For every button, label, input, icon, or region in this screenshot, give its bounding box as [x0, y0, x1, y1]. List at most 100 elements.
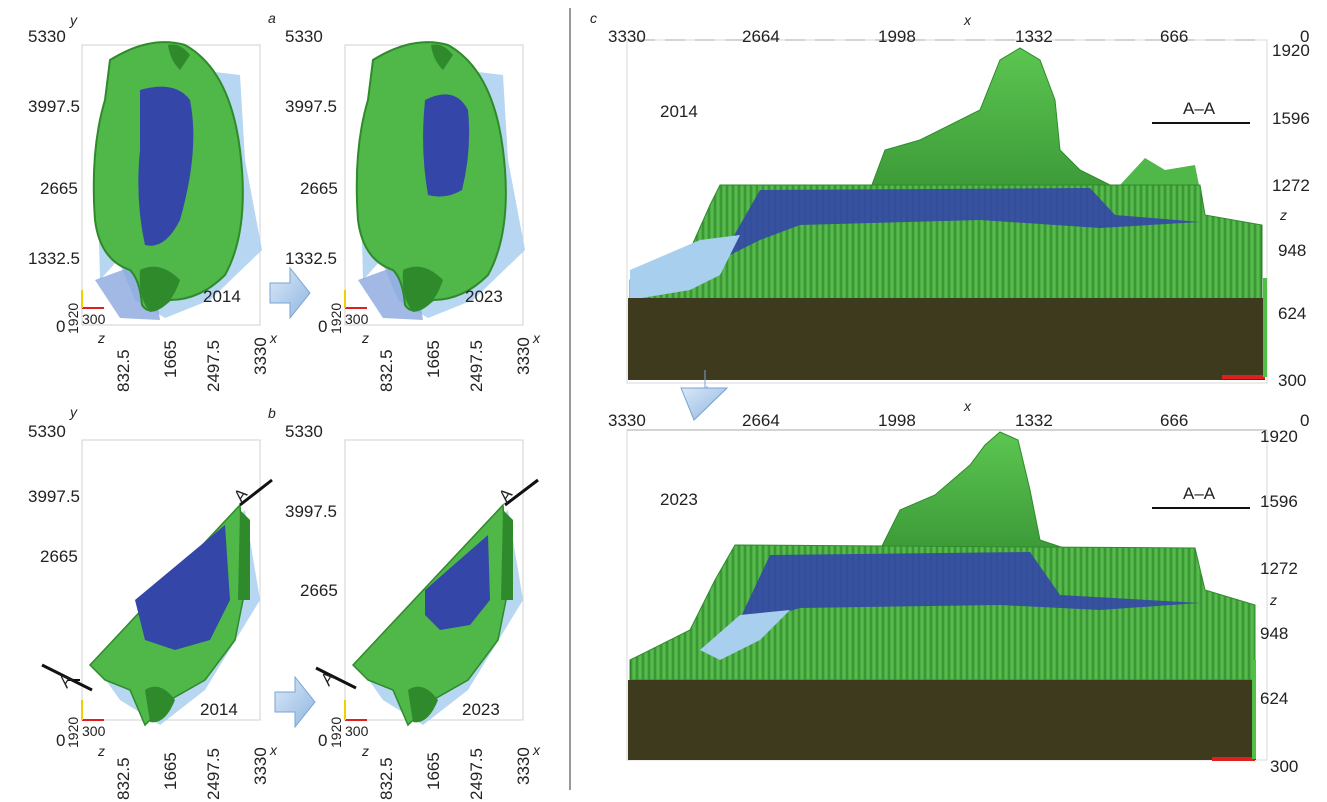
- panel-a-2023-z-tick: 1920: [328, 302, 344, 334]
- panel-c-2023-x-tick: 0: [1300, 411, 1310, 430]
- panel-b-2014-x-tick: 3330: [251, 747, 270, 785]
- panel-b-2014-y-tick: 0: [56, 731, 66, 750]
- panel-b-2014-x-tick: 832.5: [114, 757, 133, 800]
- panel-c-2014-x-tick: 1332: [1015, 27, 1053, 46]
- panel-a-2023-map: [344, 41, 525, 326]
- panel-a-2014-y-tick: 0: [56, 317, 66, 336]
- panel-c-2023-x-tick: 3330: [608, 411, 646, 430]
- panel-c-2023-x-axis-label: x: [964, 398, 971, 414]
- panel-b-2023-x-tick: 2497.5: [467, 748, 486, 800]
- panel-c-year-2014: 2014: [660, 102, 698, 121]
- panel-a-2023-z-axis-label: z: [362, 330, 369, 346]
- panel-a-2023-y-tick: 1332.5: [285, 249, 337, 268]
- panel-a-2014-z-tick: 300: [82, 311, 106, 327]
- panel-b-2023-z-tick: 1920: [328, 716, 344, 748]
- panel-b-2023-y-tick: 5330: [285, 422, 323, 441]
- panel-c-2014-x-axis-label: x: [964, 12, 971, 28]
- panel-a-2023-x-tick: 2497.5: [467, 340, 486, 392]
- panel-a-y-axis-label: y: [70, 12, 77, 28]
- panel-b-2023-y-tick: 0: [318, 731, 328, 750]
- panel-b-2014-z-axis-label: z: [98, 743, 105, 759]
- panel-c-2023-z-tick: 948: [1260, 624, 1289, 643]
- panel-b-2014-x-tick: 1665: [161, 752, 180, 790]
- panel-a-2014-x-tick: 2497.5: [204, 340, 223, 392]
- panel-c-2014-x-tick: 2664: [742, 27, 780, 46]
- panel-a-2023-x-axis-label: x: [533, 330, 540, 346]
- panel-c-2014-z-axis-label: z: [1280, 207, 1287, 223]
- panel-a-2014-map: [81, 41, 262, 326]
- panel-b-2023-x-tick: 3330: [514, 747, 533, 785]
- panel-b-2014-y-tick: 2665: [40, 547, 78, 566]
- panel-a-2023-x-tick: 832.5: [377, 349, 396, 392]
- panel-a-2014-y-tick: 5330: [28, 27, 66, 46]
- panel-b-2014-y-tick: 3997.5: [28, 487, 80, 506]
- panel-b-2023-x-tick: 832.5: [377, 757, 396, 800]
- panel-b-2023-map: [315, 439, 539, 727]
- panel-c-letter: c: [590, 10, 597, 26]
- panel-a-2023-x-tick: 3330: [514, 337, 533, 375]
- panel-c-2023-z-tick: 1920: [1260, 427, 1298, 446]
- panel-a-letter: a: [268, 10, 276, 26]
- panel-b-letter: b: [268, 405, 276, 421]
- panel-b-year-2023: 2023: [462, 700, 500, 719]
- panel-c-2014-z-tick: 1596: [1272, 109, 1310, 128]
- arrow-b-icon: [274, 675, 316, 729]
- panel-c-2014-z-tick: 624: [1278, 304, 1307, 323]
- panel-b-2023-z-tick: 300: [345, 723, 369, 739]
- panel-c-2023-section-label: A–A: [1183, 484, 1216, 503]
- panel-a-2023-z-tick: 300: [345, 311, 369, 327]
- panel-b-y-axis-label: y: [70, 404, 77, 420]
- panel-c-2023-x-tick: 1998: [878, 411, 916, 430]
- panel-c-2023-x-tick: 666: [1160, 411, 1189, 430]
- panel-c-2023-z-tick: 624: [1260, 689, 1289, 708]
- panel-a-2023-y-tick: 5330: [285, 27, 323, 46]
- panel-b-2014-y-tick: 5330: [28, 422, 66, 441]
- panel-c-2023-z-tick: 300: [1270, 757, 1299, 776]
- panel-a-2023-y-tick: 3997.5: [285, 97, 337, 116]
- panel-c-2014-z-tick: 1920: [1272, 41, 1310, 60]
- panel-c-2023-x-tick: 2664: [742, 411, 780, 430]
- panel-c-2014-section: [626, 39, 1268, 384]
- panel-a-2014-x-tick: 832.5: [114, 349, 133, 392]
- panel-c-2023-z-axis-label: z: [1270, 592, 1277, 608]
- panel-b-2023-x-tick: 1665: [424, 752, 443, 790]
- panel-a-2014-x-tick: 3330: [251, 337, 270, 375]
- panel-a-2023-y-tick: 2665: [300, 179, 338, 198]
- panel-b-2023-x-axis-label: x: [533, 742, 540, 758]
- panel-b-2014-z-tick: 1920: [65, 716, 81, 748]
- panel-c-2023-section: [626, 429, 1268, 761]
- panel-c-year-2023: 2023: [660, 490, 698, 509]
- panel-c-2014-x-tick: 3330: [608, 27, 646, 46]
- panel-c-2023-z-tick: 1272: [1260, 559, 1298, 578]
- panel-b-2023-z-axis-label: z: [362, 743, 369, 759]
- panel-c-2014-x-tick: 1998: [878, 27, 916, 46]
- panel-c-2014-x-tick: 666: [1160, 27, 1189, 46]
- panel-b-year-2014: 2014: [200, 700, 238, 719]
- panel-a-2014-y-tick: 1332.5: [28, 249, 80, 268]
- panel-b-2023-y-tick: 3997.5: [285, 502, 337, 521]
- panel-c-2023-x-tick: 1332: [1015, 411, 1053, 430]
- panel-c-2023-z-tick: 1596: [1260, 492, 1298, 511]
- panel-a-2023-y-tick: 0: [318, 317, 328, 336]
- panel-a-2014-y-tick: 2665: [40, 179, 78, 198]
- panel-a-2014-y-tick: 3997.5: [28, 97, 80, 116]
- arrow-a-icon: [269, 266, 311, 320]
- panel-a-2023-x-tick: 1665: [424, 340, 443, 378]
- panel-a-2014-x-tick: 1665: [161, 340, 180, 378]
- panel-b-2014-x-tick: 2497.5: [204, 748, 223, 800]
- panel-c-2014-x-tick: 0: [1300, 27, 1310, 46]
- panel-b-2023-y-tick: 2665: [300, 581, 338, 600]
- panel-a-2014-z-axis-label: z: [98, 330, 105, 346]
- panel-a-year-2023: 2023: [465, 287, 503, 306]
- panel-b-2014-map: [41, 439, 273, 727]
- panel-a-2014-x-axis-label: x: [270, 330, 277, 346]
- panel-c-2014-z-tick: 300: [1278, 371, 1307, 390]
- panel-c-2014-section-label: A–A: [1183, 99, 1216, 118]
- panel-b-2014-z-tick: 300: [82, 723, 106, 739]
- panel-b-2014-x-axis-label: x: [270, 742, 277, 758]
- panel-a-2014-z-tick: 1920: [65, 302, 81, 334]
- panel-c-2014-z-tick: 948: [1278, 241, 1307, 260]
- panel-c-2014-z-tick: 1272: [1272, 176, 1310, 195]
- panel-a-year-2014: 2014: [203, 287, 241, 306]
